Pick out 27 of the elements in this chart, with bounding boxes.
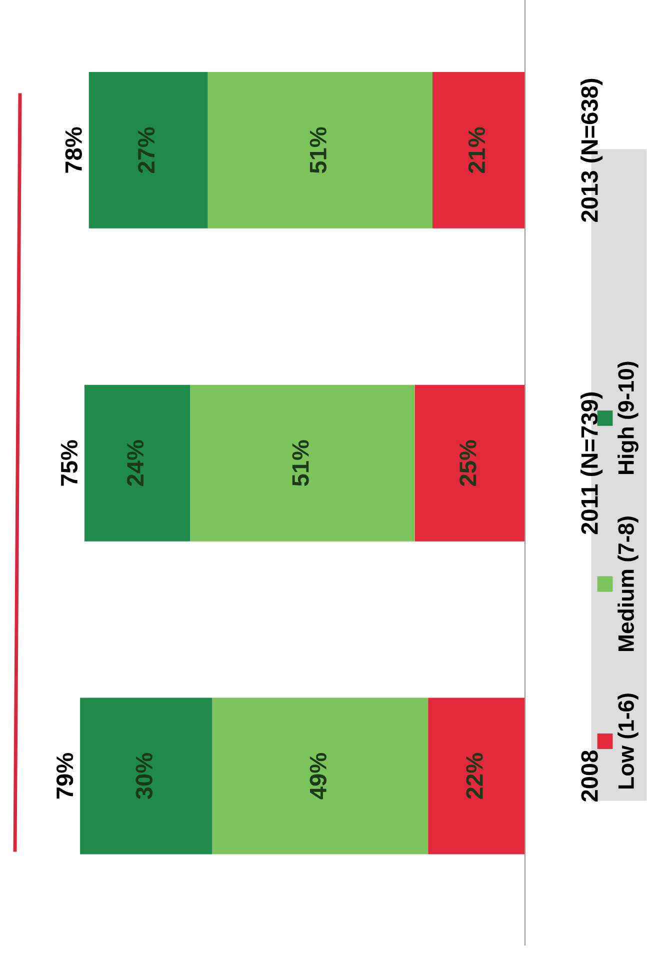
legend-label: Medium (7-8) <box>618 516 638 652</box>
y-tick-label: 2013 (N=638) <box>580 78 603 222</box>
data-label: 49% <box>310 753 326 800</box>
data-label: 30% <box>136 753 152 800</box>
legend-label: Low (1-6) <box>618 694 638 789</box>
y-tick-label: 2011 (N=739) <box>580 392 603 534</box>
data-label: 21% <box>468 127 486 174</box>
legend-label: High (9-10) <box>618 362 638 474</box>
bar <box>212 698 428 854</box>
y-tick-label: 2008 <box>581 750 598 802</box>
bar <box>190 384 415 542</box>
annotation: 78% <box>65 127 82 173</box>
bar <box>414 384 525 542</box>
data-label: 24% <box>126 440 144 486</box>
bar <box>208 72 432 228</box>
bar <box>84 384 190 542</box>
data-label: 51% <box>310 127 326 174</box>
data-label: 22% <box>466 753 483 799</box>
data-label: 27% <box>138 127 155 174</box>
data-label: 25% <box>460 440 476 486</box>
bar <box>428 698 525 854</box>
bar <box>432 72 525 228</box>
text: 75% <box>60 440 78 486</box>
text: 79% <box>56 753 74 799</box>
bar <box>80 698 212 854</box>
bar <box>88 72 208 228</box>
data-label: 51% <box>292 440 309 486</box>
